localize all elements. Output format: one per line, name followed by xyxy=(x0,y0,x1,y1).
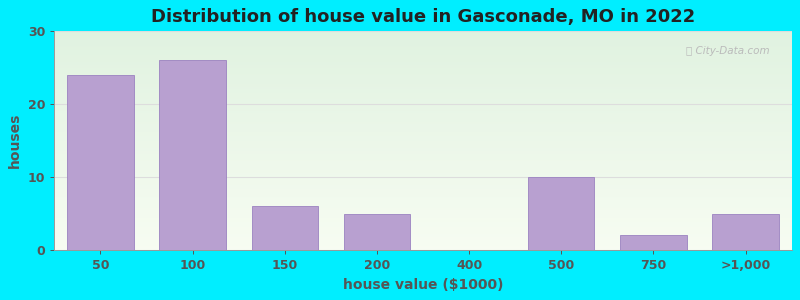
Bar xyxy=(713,214,778,250)
Bar xyxy=(528,177,594,250)
Text: ⓘ City-Data.com: ⓘ City-Data.com xyxy=(686,46,770,56)
Bar xyxy=(159,60,226,250)
Y-axis label: houses: houses xyxy=(8,113,22,168)
Title: Distribution of house value in Gasconade, MO in 2022: Distribution of house value in Gasconade… xyxy=(151,8,695,26)
Bar xyxy=(344,214,410,250)
Bar xyxy=(620,236,686,250)
X-axis label: house value ($1000): house value ($1000) xyxy=(342,278,503,292)
Bar xyxy=(252,206,318,250)
Bar xyxy=(67,74,134,250)
